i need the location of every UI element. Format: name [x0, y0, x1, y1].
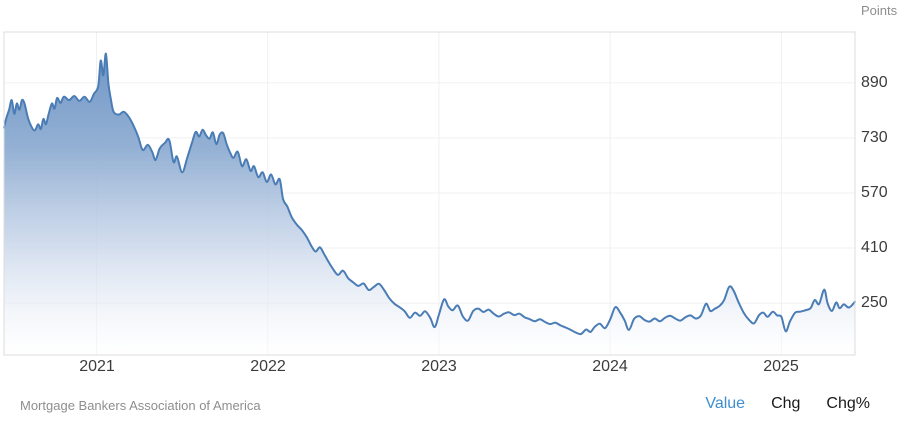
- footer-tabs: Value Chg Chg%: [705, 395, 870, 413]
- x-tick-label: 2021: [79, 358, 115, 375]
- tab-chg-pct[interactable]: Chg%: [826, 395, 870, 412]
- y-tick-label: 250: [861, 294, 888, 311]
- source-attribution: Mortgage Bankers Association of America: [20, 398, 261, 413]
- chart-series: [3, 52, 856, 355]
- x-tick-label: 2024: [592, 358, 628, 375]
- tab-value[interactable]: Value: [705, 395, 746, 412]
- x-tick-label: 2022: [250, 358, 286, 375]
- chart-gridlines: [4, 32, 855, 355]
- y-tick-label: 410: [861, 239, 888, 256]
- y-axis-units-label: Points: [861, 3, 898, 18]
- chart-frame: [3, 31, 856, 356]
- x-tick-label: 2023: [421, 358, 457, 375]
- y-tick-label: 570: [861, 184, 888, 201]
- y-tick-label: 890: [861, 74, 888, 91]
- x-tick-label: 2025: [763, 358, 799, 375]
- tab-chg[interactable]: Chg: [771, 395, 801, 412]
- y-tick-label: 730: [861, 129, 888, 146]
